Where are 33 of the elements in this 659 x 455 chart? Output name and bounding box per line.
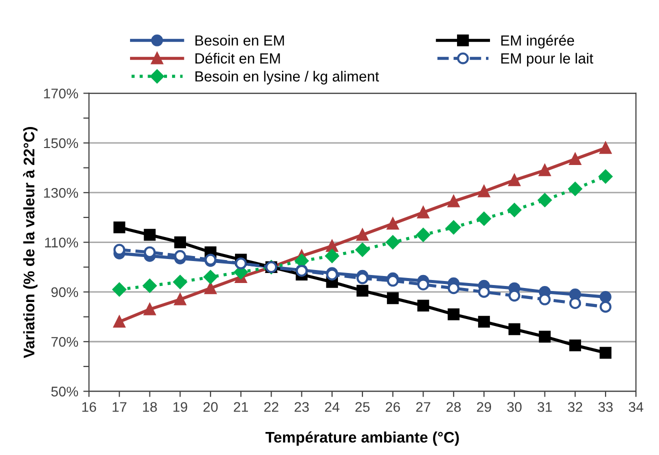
y-tick-label: 130% — [44, 188, 78, 198]
legend-label: Déficit en EM — [195, 52, 280, 64]
x-tick-label: 27 — [416, 402, 430, 412]
y-tick-label: 150% — [44, 138, 78, 148]
y-tick-label: 70% — [51, 336, 78, 347]
y-tick-label: 90% — [51, 287, 78, 298]
x-tick-label: 16 — [82, 402, 96, 412]
y-tick-label: 110% — [45, 238, 78, 248]
y-tick-label: 170% — [44, 88, 78, 98]
x-tick-label: 25 — [355, 402, 370, 412]
x-tick-label: 32 — [568, 402, 582, 412]
x-tick-label: 33 — [598, 402, 613, 412]
x-tick-label: 34 — [628, 402, 644, 412]
y-tick-label: 50% — [51, 386, 78, 396]
x-tick-label: 21 — [234, 402, 248, 412]
x-tick-label: 26 — [386, 402, 400, 412]
legend-label: EM ingérée — [501, 34, 574, 49]
x-tick-label: 24 — [325, 402, 340, 412]
x-tick-label: 31 — [538, 402, 552, 412]
x-tick-label: 19 — [173, 402, 188, 412]
x-tick-label: 29 — [476, 402, 492, 412]
x-tick-label: 18 — [143, 402, 157, 412]
x-tick-label: 23 — [294, 402, 309, 412]
x-tick-label: 20 — [203, 402, 218, 412]
x-axis-title: Température ambiante (°C) — [265, 431, 459, 446]
legend-label: EM pour le lait — [501, 52, 594, 66]
x-tick-label: 30 — [507, 402, 522, 412]
y-axis-title: Variation (% de la valeur à 22°C) — [23, 127, 38, 358]
legend-label: Besoin en lysine / kg aliment — [195, 70, 379, 84]
x-tick-label: 22 — [264, 402, 278, 412]
legend-label: Besoin en EM — [195, 34, 284, 46]
x-tick-label: 28 — [446, 402, 461, 412]
x-tick-label: 17 — [112, 402, 126, 412]
